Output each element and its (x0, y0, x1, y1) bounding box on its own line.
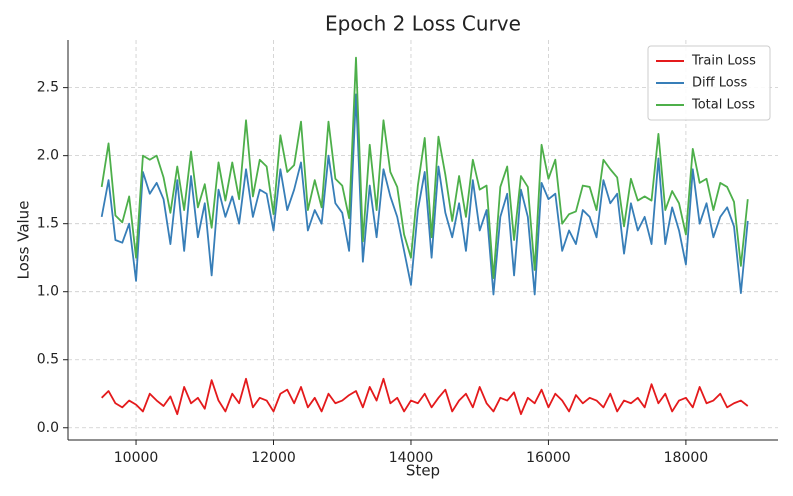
x-tick-label: 16000 (526, 450, 571, 466)
x-tick-label: 12000 (251, 450, 296, 466)
y-tick-label: 1.5 (37, 216, 59, 232)
series-line (101, 377, 749, 416)
x-tick-label: 10000 (114, 450, 159, 466)
y-tick-label: 0.5 (37, 352, 59, 368)
y-tick-label: 2.0 (37, 148, 59, 164)
legend-box (647, 45, 771, 121)
y-axis-label: Loss Value (15, 201, 33, 280)
legend-label: Diff Loss (692, 76, 747, 91)
y-tick-label: 2.5 (37, 80, 59, 96)
x-tick-label: 18000 (664, 450, 709, 466)
legend-label: Total Loss (691, 98, 755, 113)
legend-label: Train Loss (691, 54, 756, 69)
series-line (100, 93, 749, 296)
series-line (100, 56, 749, 279)
x-axis-label: Step (406, 462, 440, 480)
y-tick-label: 0.0 (37, 420, 59, 436)
x-tick-label: 14000 (389, 450, 434, 466)
y-tick-label: 1.0 (37, 284, 59, 300)
chart-title: Epoch 2 Loss Curve (325, 12, 521, 36)
